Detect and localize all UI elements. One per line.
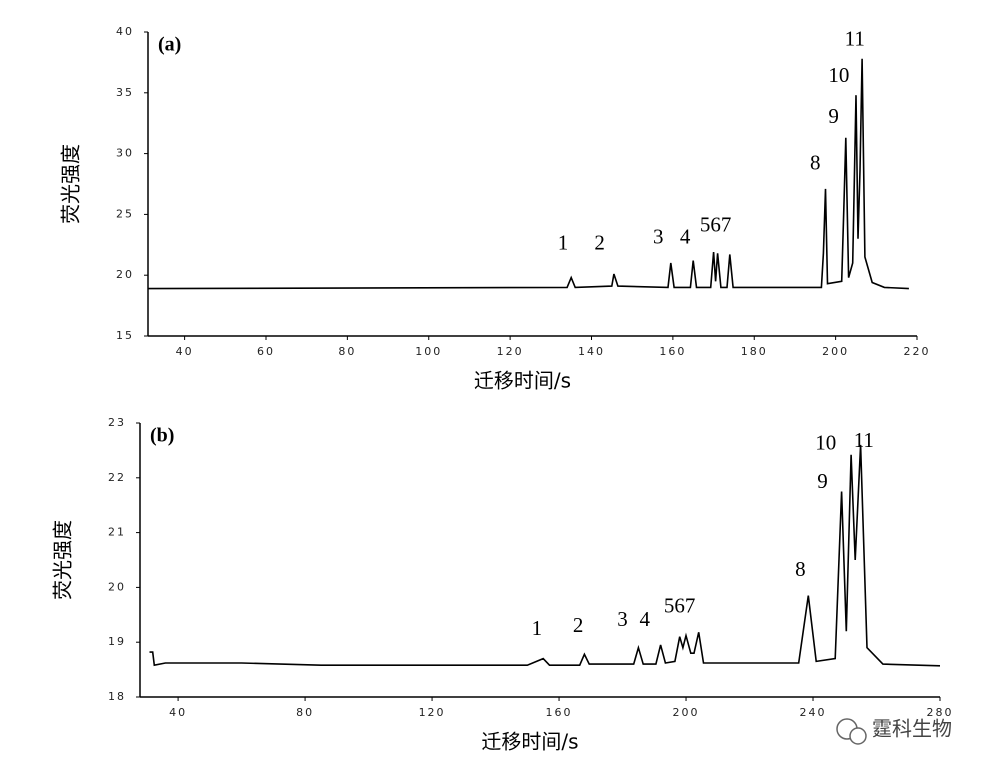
y-tick-label: 40 bbox=[116, 25, 134, 38]
peak-label: 11 bbox=[854, 428, 874, 452]
peak-label: 3 bbox=[653, 225, 664, 249]
peak-label: 3 bbox=[617, 607, 628, 631]
x-tick-label: 40 bbox=[176, 345, 194, 358]
x-tick-label: 280 bbox=[927, 706, 954, 719]
signal-line bbox=[149, 444, 941, 667]
x-tick-label: 200 bbox=[822, 345, 849, 358]
y-tick-label: 19 bbox=[108, 635, 126, 648]
x-tick-label: 80 bbox=[338, 345, 356, 358]
x-axis-label: 迁移时间/s bbox=[474, 369, 571, 393]
panel-label: (b) bbox=[150, 425, 174, 447]
x-tick-label: 100 bbox=[415, 345, 442, 358]
peak-label: 2 bbox=[594, 231, 605, 255]
x-tick-label: 40 bbox=[169, 706, 187, 719]
peak-label: 1 bbox=[532, 616, 543, 640]
x-axis-label: 迁移时间/s bbox=[481, 730, 578, 754]
x-tick-label: 120 bbox=[419, 706, 446, 719]
x-tick-label: 140 bbox=[578, 345, 605, 358]
y-tick-label: 25 bbox=[116, 207, 134, 220]
x-tick-label: 220 bbox=[904, 345, 931, 358]
y-tick-label: 22 bbox=[108, 471, 126, 484]
peak-label: 567 bbox=[700, 212, 732, 236]
y-tick-label: 21 bbox=[108, 526, 126, 539]
peak-label: 4 bbox=[640, 607, 651, 631]
peak-label: 10 bbox=[828, 63, 849, 87]
y-tick-label: 18 bbox=[108, 690, 126, 703]
y-tick-label: 23 bbox=[108, 416, 126, 429]
x-tick-label: 160 bbox=[659, 345, 686, 358]
y-axis-label: 荧光强度 bbox=[51, 520, 75, 600]
y-tick-label: 30 bbox=[116, 147, 134, 160]
y-tick-label: 35 bbox=[116, 86, 134, 99]
peak-label: 11 bbox=[845, 26, 865, 50]
peak-label: 10 bbox=[815, 431, 836, 455]
x-tick-label: 120 bbox=[497, 345, 524, 358]
y-tick-label: 20 bbox=[116, 268, 134, 281]
peak-label: 8 bbox=[795, 557, 806, 581]
peak-label: 9 bbox=[828, 104, 839, 128]
panel-label: (a) bbox=[158, 34, 181, 56]
x-tick-label: 60 bbox=[257, 345, 275, 358]
peak-label: 8 bbox=[810, 150, 821, 174]
peak-label: 9 bbox=[817, 469, 828, 493]
peak-label: 1 bbox=[558, 231, 569, 255]
y-axis-label: 荧光强度 bbox=[59, 144, 83, 224]
watermark: 霆科生物 bbox=[836, 717, 952, 745]
y-tick-label: 20 bbox=[108, 580, 126, 593]
x-tick-label: 80 bbox=[296, 706, 314, 719]
y-tick-label: 15 bbox=[116, 329, 134, 342]
signal-line bbox=[147, 58, 909, 290]
x-tick-label: 240 bbox=[800, 706, 827, 719]
watermark-text: 霆科生物 bbox=[872, 717, 952, 741]
x-tick-label: 160 bbox=[546, 706, 573, 719]
peak-label: 4 bbox=[680, 225, 691, 249]
x-tick-label: 200 bbox=[673, 706, 700, 719]
peak-label: 567 bbox=[664, 593, 696, 617]
x-tick-label: 180 bbox=[741, 345, 768, 358]
chart-panel: 15 20 25 30 35 40 40 60 80 100 120 140 160 180 200 220 1… bbox=[59, 25, 931, 393]
peak-label: 2 bbox=[573, 613, 584, 637]
wechat-icon bbox=[849, 727, 867, 745]
